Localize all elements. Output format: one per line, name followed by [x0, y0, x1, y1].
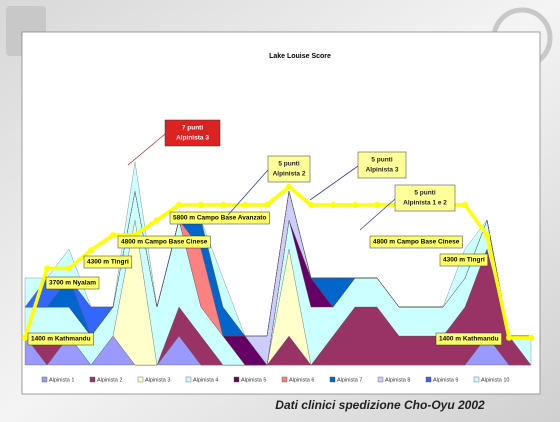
callout-text: 5 punti: [414, 190, 435, 197]
callout-leader: [309, 165, 359, 201]
legend-swatch: [185, 376, 192, 383]
legend-label: Alpinista 4: [193, 377, 218, 383]
altitude-point: [286, 183, 292, 190]
callout-text: 5 punti: [278, 161, 299, 168]
altitude-label: 1400 m Kathmandu: [439, 336, 499, 343]
altitude-label-box: [83, 255, 133, 269]
altitude-label-box: [439, 253, 489, 267]
altitude-point: [528, 334, 534, 341]
callout-text: 7 punti: [182, 125, 203, 132]
altitude-point: [44, 265, 50, 272]
legend-label: Alpinista 1: [49, 377, 74, 383]
legend-swatch: [89, 376, 96, 383]
legend-swatch: [137, 376, 144, 383]
altitude-label: 5800 m Campo Base Avanzato: [173, 215, 266, 222]
legend-label: Alpinista 6: [289, 377, 314, 383]
altitude-label: 4800 m Campo Base Cinese: [373, 239, 460, 246]
legend-swatch: [281, 376, 288, 383]
callout-text: Alpinista 3: [366, 167, 399, 174]
altitude-label-box: [27, 332, 94, 346]
legend-label: Alpinista 2: [97, 377, 122, 383]
altitude-point: [220, 201, 226, 208]
altitude-label-box: [369, 235, 463, 249]
callout-text: Alpinista 1 e 2: [403, 200, 447, 207]
altitude-label: 4300 m Tingri: [87, 259, 129, 266]
legend-swatch: [329, 376, 336, 383]
callout-leader: [127, 133, 166, 166]
legend-label: Alpinista 3: [145, 377, 170, 383]
callout-leader: [227, 169, 269, 216]
altitude-point: [22, 334, 28, 341]
legend-label: Alpinista 9: [433, 377, 458, 383]
altitude-point: [242, 201, 248, 208]
altitude-point: [484, 232, 490, 239]
legend-label: Alpinista 8: [385, 377, 410, 383]
legend-label: Alpinista 7: [337, 377, 362, 383]
callout-text: Alpinista 3: [176, 135, 209, 142]
altitude-point: [88, 247, 94, 254]
footer: Dati clinici spedizione Cho-Oyu 2002: [275, 398, 485, 412]
callout-box: [164, 119, 221, 147]
altitude-point: [374, 201, 380, 208]
altitude-point: [308, 201, 314, 208]
callout-leader: [359, 198, 396, 231]
altitude-label-box: [45, 276, 100, 290]
altitude-point: [264, 201, 270, 208]
legend-swatch: [377, 376, 384, 383]
callout-box: [394, 184, 456, 212]
altitude-label: 4800 m Campo Base Cinese: [121, 239, 208, 246]
callout-box: [357, 151, 407, 179]
altitude-point: [198, 201, 204, 208]
altitude-point: [352, 201, 358, 208]
altitude-point: [110, 232, 116, 239]
legend-swatch: [41, 376, 48, 383]
altitude-point: [176, 201, 182, 208]
legend-swatch: [425, 376, 432, 383]
altitude-point: [462, 201, 468, 208]
altitude-label-box: [117, 235, 211, 249]
legend-label: Alpinista 5: [241, 377, 266, 383]
legend-swatch: [233, 376, 240, 383]
callout-text: 5 punti: [371, 157, 392, 164]
altitude-label: 1400 m Kathmandu: [31, 336, 91, 343]
callout-text: Alpinista 2: [273, 171, 306, 178]
altitude-point: [506, 334, 512, 341]
altitude-label-box: [169, 211, 270, 225]
altitude-point: [66, 265, 72, 272]
legend-swatch: [473, 376, 480, 383]
altitude-label-box: [435, 332, 502, 346]
altitude-label: 4300 m Tingri: [443, 257, 485, 264]
altitude-point: [330, 201, 336, 208]
altitude-point: [154, 217, 160, 223]
callout-box: [267, 155, 311, 183]
altitude-label: 3700 m Nyalam: [49, 280, 96, 287]
legend-label: Alpinista 10: [481, 377, 509, 383]
chart-title: Lake Louise Score: [269, 53, 331, 60]
